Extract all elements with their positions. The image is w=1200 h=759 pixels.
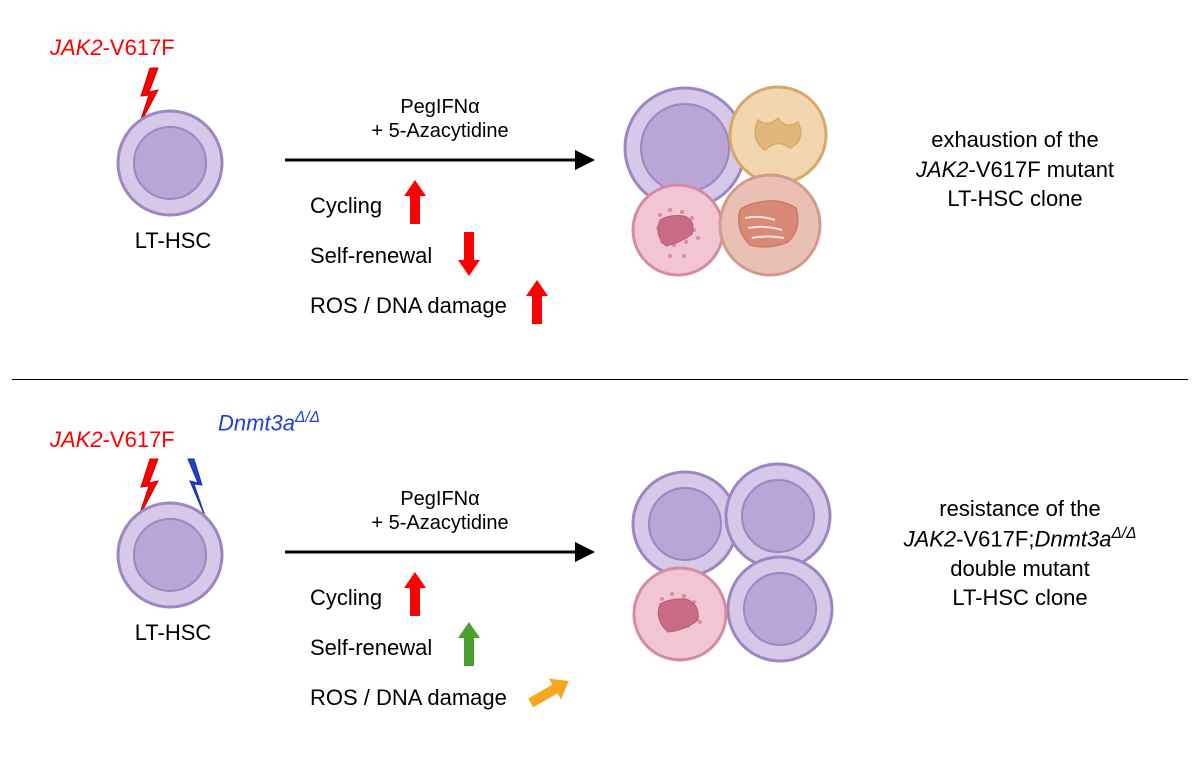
effect-selfrenewal: Self-renewal	[310, 243, 432, 269]
main-arrow-icon	[280, 140, 600, 180]
treatment-label: PegIFNα + 5-Azacytidine	[310, 95, 570, 143]
outcome-l1: exhaustion of the	[870, 125, 1160, 155]
effect-cycling-b: Cycling	[310, 585, 382, 611]
treatment-line2: + 5-Azacytidine	[310, 119, 570, 143]
ros-arrow-up-icon	[524, 278, 550, 328]
bottom-panel: JAK2-V617F Dnmt3aΔ/Δ LT-HSC PegIFNα + 5-…	[0, 379, 1200, 759]
effect-selfrenewal-b: Self-renewal	[310, 635, 432, 661]
lt-hsc-label-b: LT-HSC	[128, 620, 218, 646]
cycling-arrow-up-icon-b	[402, 570, 428, 620]
ros-arrow-diag-orange-icon	[520, 671, 576, 715]
differentiated-cells	[610, 70, 840, 280]
outcome-label: exhaustion of the JAK2-V617F mutant LT-H…	[870, 125, 1160, 214]
hsc-cluster	[610, 454, 850, 674]
effect-cycling: Cycling	[310, 193, 382, 219]
treatment-label-b: PegIFNα + 5-Azacytidine	[310, 487, 570, 535]
effect-ros-b: ROS / DNA damage	[310, 685, 507, 711]
mutation-dnmt3a-label: Dnmt3aΔ/Δ	[218, 409, 320, 436]
selfrenewal-arrow-up-green-icon	[456, 620, 482, 670]
mutation-jak2-label: JAK2-V617F	[50, 35, 175, 61]
lt-hsc-cell	[112, 105, 228, 221]
outcome-b-l2: JAK2-V617F;Dnmt3aΔ/Δ	[865, 524, 1175, 554]
jak2-suffix: -V617F	[103, 35, 175, 60]
outcome-label-b: resistance of the JAK2-V617F;Dnmt3aΔ/Δ d…	[865, 494, 1175, 613]
top-panel: JAK2-V617F LT-HSC PegIFNα + 5-Azacytidin…	[0, 0, 1200, 379]
jak2-italic: JAK2	[50, 35, 103, 60]
mutation-jak2-label-b: JAK2-V617F	[50, 427, 175, 453]
selfrenewal-arrow-down-icon	[456, 228, 482, 278]
outcome-l2: JAK2-V617F mutant	[870, 155, 1160, 185]
main-arrow-icon-b	[280, 532, 600, 572]
cycling-arrow-up-icon	[402, 178, 428, 228]
treatment-line1: PegIFNα	[310, 95, 570, 119]
outcome-l3: LT-HSC clone	[870, 184, 1160, 214]
lt-hsc-cell-b	[112, 497, 228, 613]
lt-hsc-label: LT-HSC	[128, 228, 218, 254]
effect-ros: ROS / DNA damage	[310, 293, 507, 319]
